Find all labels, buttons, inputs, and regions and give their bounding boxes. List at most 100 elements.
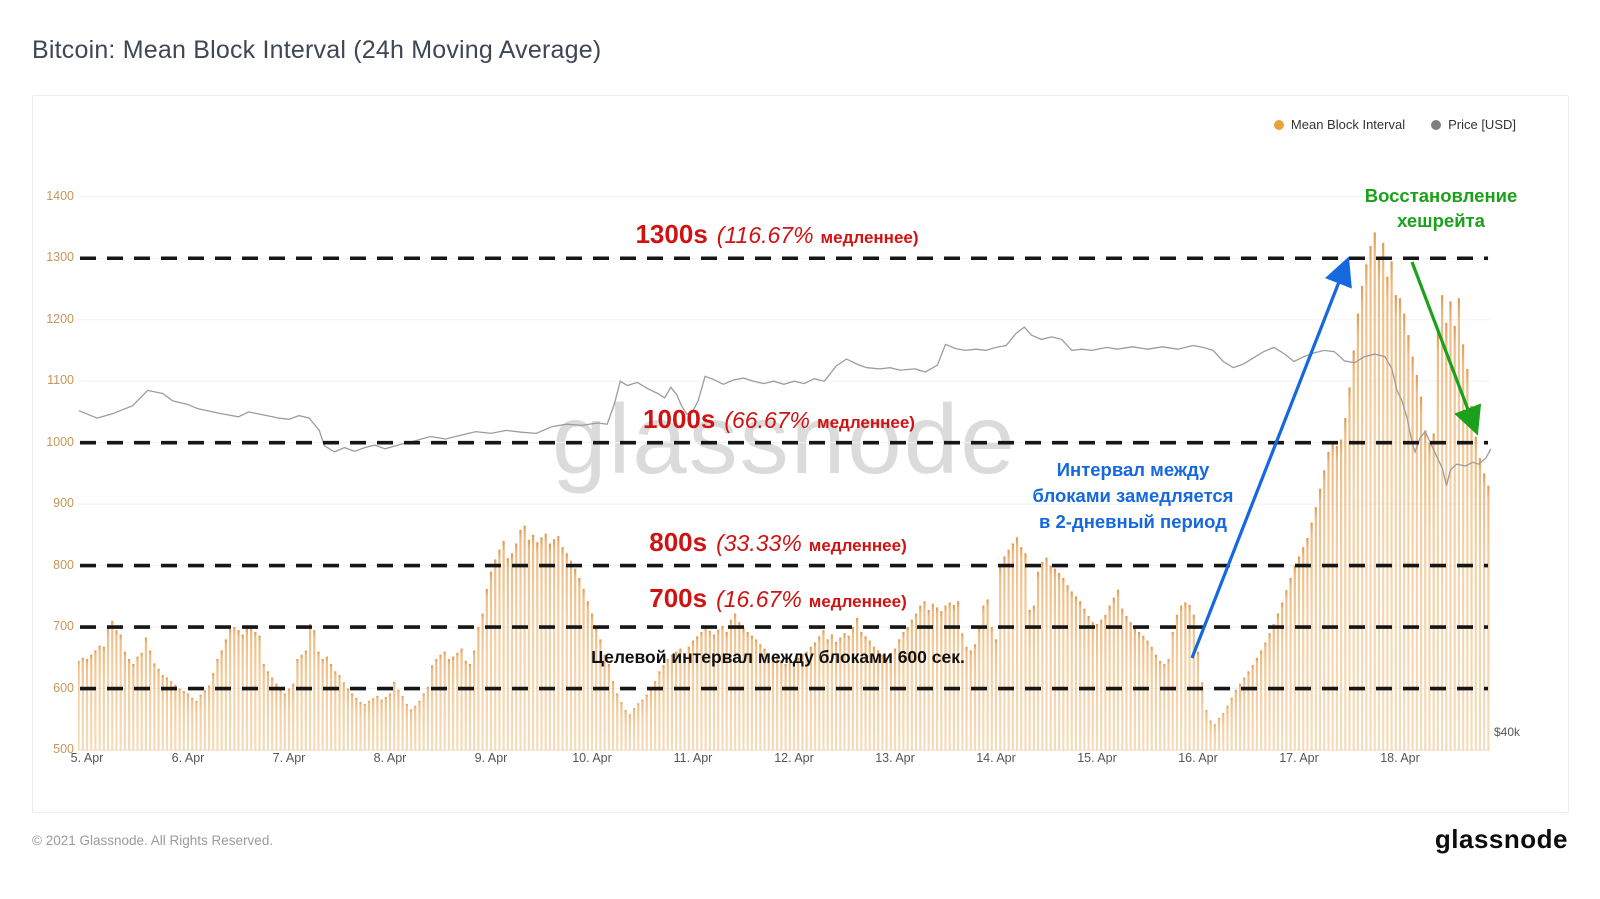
bar [948,602,951,751]
bar [1424,430,1427,751]
bar [1264,642,1267,751]
bar [923,601,926,751]
bar [780,660,783,751]
bar [203,690,206,751]
bar [452,656,455,751]
bar [161,675,164,751]
bar [456,652,459,751]
bar [1449,301,1452,751]
bar [296,659,299,751]
bar [165,677,169,751]
annotation-1300s: 1300s (116.67% медленнее) [635,219,919,249]
right-axis-price-label: $40k [1493,725,1520,739]
bar [1487,485,1490,751]
bar [1154,654,1158,751]
legend-item-mean-block-interval[interactable]: Mean Block Interval [1273,117,1405,132]
bar [502,541,505,751]
bar [860,631,863,751]
bar [792,662,796,751]
bar [763,648,766,751]
bar [313,630,316,751]
bar [317,651,320,751]
bar [952,604,956,751]
bar [864,636,867,751]
bar [1243,677,1246,751]
bar [1373,232,1376,752]
bar [990,627,993,751]
bar [359,702,362,751]
annotation-target-600s: Целевой интервал между блоками 600 сек. [591,647,965,667]
bar [1121,608,1124,751]
bar [531,534,535,751]
bar [557,536,560,751]
bar [266,671,270,751]
bar [548,543,552,751]
bar [611,681,615,751]
page-title: Bitcoin: Mean Block Interval (24h Moving… [32,36,602,64]
bar [1436,332,1439,751]
glassnode-logo: glassnode [1434,824,1568,854]
bar [90,654,93,751]
bar [1318,488,1322,751]
bar [809,646,812,751]
bar [607,663,610,751]
bar [1327,451,1330,751]
bar [132,663,135,751]
x-tick-11-Apr: 11. Apr [673,751,713,765]
bar [1398,298,1402,751]
bar [1474,436,1477,751]
bar [384,697,387,751]
bar [279,689,282,751]
bar [755,639,758,751]
legend-item-price-usd[interactable]: Price [USD] [1431,117,1516,132]
bar [935,607,939,751]
bar [447,659,451,751]
bar [628,714,631,751]
bar [733,613,737,751]
bar [666,659,669,751]
bar [241,634,244,751]
y-tick-500: 500 [53,742,74,756]
bar [405,703,408,751]
bar [1003,556,1006,751]
bar [363,703,366,751]
bar [1180,605,1183,751]
bar [969,650,972,751]
bar [1196,651,1200,751]
bar [127,659,131,751]
bar [805,651,808,751]
y-tick-800: 800 [53,557,74,572]
bar [401,695,404,751]
bar [637,703,640,751]
bar [473,650,476,751]
bar [973,644,977,751]
price-line [78,326,1492,486]
bar [586,601,589,751]
bar [430,665,434,751]
bar [212,673,215,751]
footer-copyright: © 2021 Glassnode. All Rights Reserved. [32,833,274,848]
bar [654,681,657,751]
bar [683,652,686,751]
bar [662,665,665,751]
bar [435,659,438,751]
bar [510,553,514,751]
bar [1335,445,1338,751]
bar [1175,614,1179,751]
bar [1015,537,1019,751]
bar [1440,295,1444,751]
bar [1323,470,1326,751]
bar [1226,705,1229,751]
legend-dot-gray-icon [1431,119,1442,130]
x-tick-5-Apr: 5. Apr [70,751,104,765]
bar [1394,295,1397,751]
bar [304,650,307,751]
bar [216,659,219,751]
legend-dot-orange-icon [1273,119,1284,130]
bar [338,675,341,751]
bar [1036,571,1040,751]
bar [1058,572,1061,751]
bar [999,565,1002,751]
bar [1382,242,1385,751]
bar [902,631,905,751]
